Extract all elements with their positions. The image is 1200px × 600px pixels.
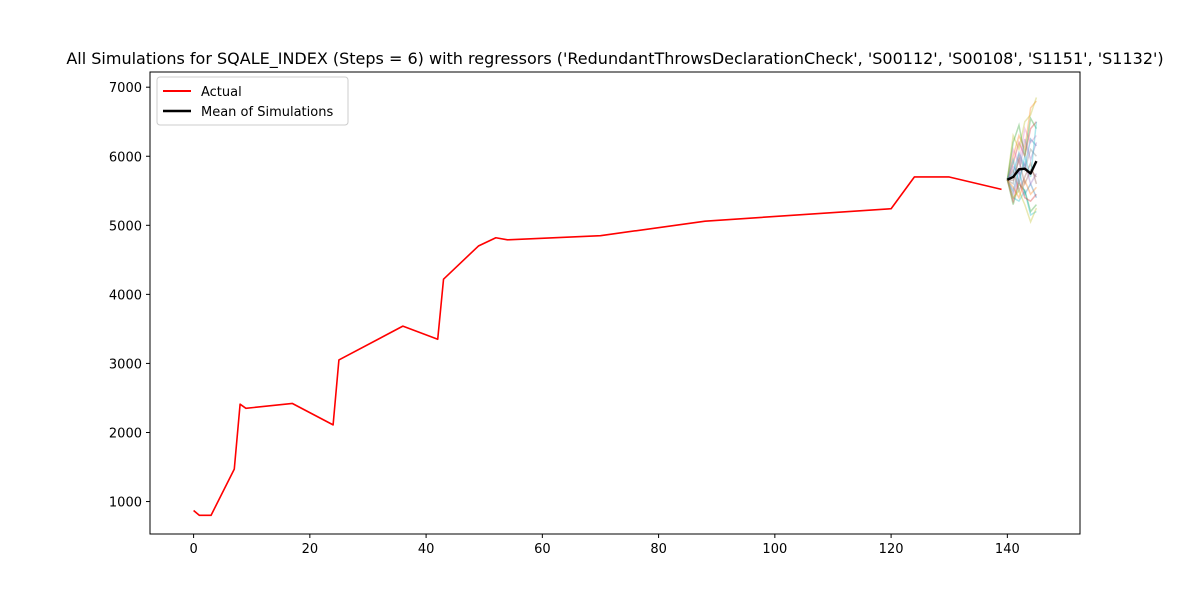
simulation-line-2 xyxy=(1006,100,1037,180)
simulation-line-9 xyxy=(1006,97,1038,180)
x-tick-label: 60 xyxy=(534,542,551,557)
plot-area-frame xyxy=(149,71,1081,535)
series-line-mean-of-simulations xyxy=(1006,160,1038,181)
legend: Actual Mean of Simulations xyxy=(156,76,349,126)
legend-label-actual: Actual xyxy=(201,85,242,100)
x-tick-label: 140 xyxy=(995,542,1020,557)
simulation-line-1 xyxy=(1006,167,1038,198)
x-tick-label: 20 xyxy=(302,542,319,557)
series-lines xyxy=(193,160,1038,517)
y-tick-label: 3000 xyxy=(109,357,142,372)
simulation-line-4 xyxy=(1006,121,1037,180)
simulation-line-14 xyxy=(1006,177,1037,204)
simulation-line-12 xyxy=(1006,178,1037,200)
series-line-actual xyxy=(193,176,1002,517)
simulation-line-15 xyxy=(1006,138,1038,181)
y-tick-label: 5000 xyxy=(109,219,142,234)
simulation-line-11 xyxy=(1006,137,1037,181)
x-tick-label: 40 xyxy=(418,542,435,557)
chart-title: All Simulations for SQALE_INDEX (Steps =… xyxy=(66,49,1163,69)
simulation-line-10 xyxy=(1006,179,1037,217)
y-tick-label: 1000 xyxy=(109,496,142,511)
y-tick-label: 6000 xyxy=(109,150,142,165)
simulation-lines xyxy=(1006,97,1038,224)
legend-box xyxy=(156,76,349,126)
y-tick-label: 7000 xyxy=(109,81,142,96)
y-axis-ticks: 1000 2000 3000 4000 5000 6000 7000 xyxy=(109,81,150,511)
y-tick-label: 2000 xyxy=(109,426,142,441)
simulation-line-13 xyxy=(1006,116,1038,180)
y-tick-label: 4000 xyxy=(109,288,142,303)
simulation-line-3 xyxy=(1006,179,1037,214)
simulation-line-6 xyxy=(1006,160,1038,194)
simulation-line-17 xyxy=(1006,179,1038,224)
x-tick-label: 0 xyxy=(189,542,197,557)
x-axis-ticks: 0 20 40 60 80 100 120 140 xyxy=(189,534,1020,557)
legend-label-mean: Mean of Simulations xyxy=(201,105,333,120)
simulation-line-7 xyxy=(1006,125,1037,180)
x-tick-label: 80 xyxy=(650,542,667,557)
simulation-line-8 xyxy=(1006,147,1037,186)
x-tick-label: 100 xyxy=(762,542,787,557)
x-tick-label: 120 xyxy=(879,542,904,557)
